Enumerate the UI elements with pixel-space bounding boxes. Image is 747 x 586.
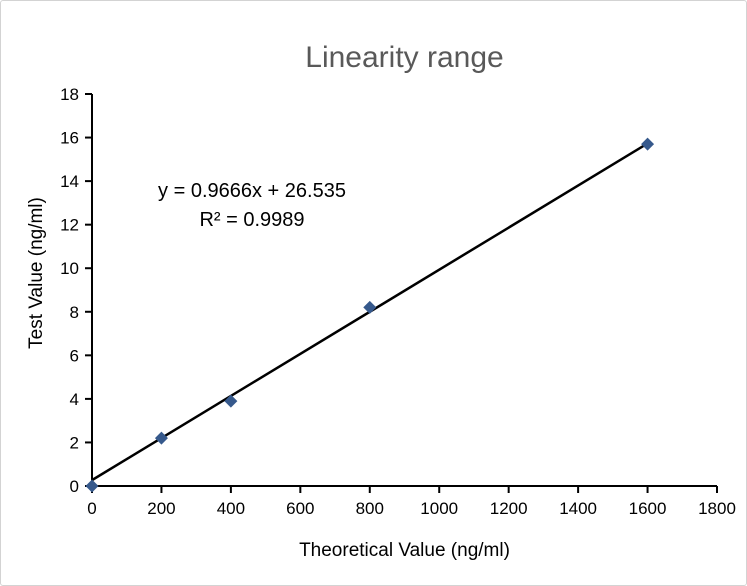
y-tick-label: 12 xyxy=(60,216,79,235)
y-tick-label: 0 xyxy=(70,477,79,496)
x-tick-label: 600 xyxy=(286,499,314,518)
chart-title: Linearity range xyxy=(305,41,504,74)
y-tick-label: 14 xyxy=(60,172,79,191)
x-tick-label: 200 xyxy=(147,499,175,518)
data-point xyxy=(363,300,377,314)
y-tick-label: 2 xyxy=(70,433,79,452)
x-tick-label: 800 xyxy=(356,499,384,518)
x-tick-label: 1200 xyxy=(490,499,528,518)
x-tick-label: 1400 xyxy=(559,499,597,518)
data-point xyxy=(85,479,99,493)
data-point xyxy=(641,137,655,151)
y-tick-label: 4 xyxy=(70,390,79,409)
y-tick-label: 6 xyxy=(70,346,79,365)
x-tick-label: 1600 xyxy=(629,499,667,518)
trendline-annotation: y = 0.9666x + 26.535 R² = 0.9989 xyxy=(127,177,377,235)
y-tick-label: 18 xyxy=(60,85,79,104)
x-tick-label: 1000 xyxy=(420,499,458,518)
x-axis-title: Theoretical Value (ng/ml) xyxy=(299,540,510,561)
y-tick-label: 10 xyxy=(60,259,79,278)
trendline-equation: y = 0.9666x + 26.535 xyxy=(158,180,346,202)
y-axis-title: Test Value (ng/ml) xyxy=(26,197,47,349)
trendline-r-squared: R² = 0.9989 xyxy=(199,209,305,231)
data-point xyxy=(154,431,168,445)
x-tick-label: 0 xyxy=(87,499,96,518)
x-tick-label: 400 xyxy=(217,499,245,518)
x-tick-label: 1800 xyxy=(698,499,736,518)
y-tick-label: 16 xyxy=(60,129,79,148)
y-tick-label: 8 xyxy=(70,303,79,322)
data-point xyxy=(224,394,238,408)
